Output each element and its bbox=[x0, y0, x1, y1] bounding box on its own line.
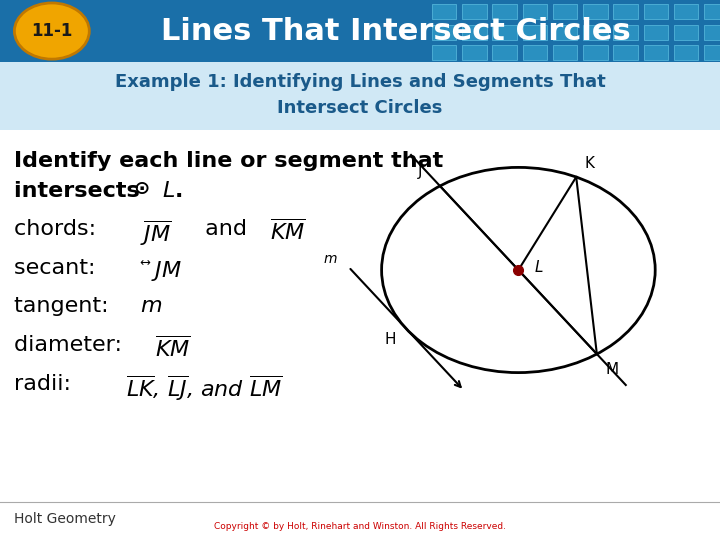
FancyBboxPatch shape bbox=[432, 45, 456, 60]
FancyBboxPatch shape bbox=[644, 25, 668, 40]
FancyBboxPatch shape bbox=[553, 25, 577, 40]
FancyBboxPatch shape bbox=[492, 25, 517, 40]
FancyBboxPatch shape bbox=[613, 25, 638, 40]
FancyBboxPatch shape bbox=[523, 45, 547, 60]
FancyBboxPatch shape bbox=[523, 25, 547, 40]
FancyBboxPatch shape bbox=[583, 25, 608, 40]
FancyBboxPatch shape bbox=[523, 4, 547, 19]
FancyBboxPatch shape bbox=[704, 4, 720, 19]
FancyBboxPatch shape bbox=[583, 4, 608, 19]
FancyBboxPatch shape bbox=[492, 4, 517, 19]
Text: radii:: radii: bbox=[14, 374, 93, 394]
FancyBboxPatch shape bbox=[674, 45, 698, 60]
Text: $m$: $m$ bbox=[323, 252, 338, 266]
FancyBboxPatch shape bbox=[492, 45, 517, 60]
FancyBboxPatch shape bbox=[432, 25, 456, 40]
Text: $\overline{JM}$: $\overline{JM}$ bbox=[140, 219, 172, 248]
FancyBboxPatch shape bbox=[644, 45, 668, 60]
FancyBboxPatch shape bbox=[613, 45, 638, 60]
FancyBboxPatch shape bbox=[704, 25, 720, 40]
FancyBboxPatch shape bbox=[553, 45, 577, 60]
FancyBboxPatch shape bbox=[462, 25, 487, 40]
Text: $m$: $m$ bbox=[140, 296, 163, 316]
FancyBboxPatch shape bbox=[462, 4, 487, 19]
Text: H: H bbox=[384, 332, 395, 347]
Text: $\overline{KM}$: $\overline{KM}$ bbox=[155, 335, 191, 361]
Text: 11-1: 11-1 bbox=[31, 22, 73, 40]
Text: Example 1: Identifying Lines and Segments That: Example 1: Identifying Lines and Segment… bbox=[114, 73, 606, 91]
Text: ⊙: ⊙ bbox=[133, 179, 150, 198]
Text: diameter:: diameter: bbox=[14, 335, 130, 355]
FancyBboxPatch shape bbox=[432, 4, 456, 19]
Text: Lines That Intersect Circles: Lines That Intersect Circles bbox=[161, 17, 631, 45]
FancyBboxPatch shape bbox=[553, 4, 577, 19]
FancyBboxPatch shape bbox=[583, 45, 608, 60]
FancyBboxPatch shape bbox=[462, 45, 487, 60]
Text: Identify each line or segment that: Identify each line or segment that bbox=[14, 151, 444, 171]
FancyBboxPatch shape bbox=[644, 4, 668, 19]
Text: $\overline{LK}$, $\overline{LJ}$, and $\overline{LM}$: $\overline{LK}$, $\overline{LJ}$, and $\… bbox=[126, 374, 283, 403]
FancyBboxPatch shape bbox=[0, 62, 720, 130]
FancyBboxPatch shape bbox=[0, 0, 720, 62]
Text: M: M bbox=[606, 362, 618, 377]
Text: and: and bbox=[198, 219, 254, 239]
Text: intersects: intersects bbox=[14, 181, 148, 201]
Text: tangent:: tangent: bbox=[14, 296, 116, 316]
Text: K: K bbox=[585, 156, 595, 171]
Text: Intersect Circles: Intersect Circles bbox=[277, 99, 443, 117]
Text: chords:: chords: bbox=[14, 219, 111, 239]
Text: Holt Geometry: Holt Geometry bbox=[14, 512, 116, 526]
Text: $\overleftrightarrow{JM}$: $\overleftrightarrow{JM}$ bbox=[140, 258, 182, 282]
Text: $L$: $L$ bbox=[534, 259, 544, 275]
FancyBboxPatch shape bbox=[674, 25, 698, 40]
Text: $\overline{KM}$: $\overline{KM}$ bbox=[270, 219, 306, 244]
FancyBboxPatch shape bbox=[613, 4, 638, 19]
Text: J: J bbox=[418, 165, 422, 179]
Circle shape bbox=[14, 3, 89, 59]
Text: $\mathit{L}$.: $\mathit{L}$. bbox=[162, 181, 183, 201]
Text: Copyright © by Holt, Rinehart and Winston. All Rights Reserved.: Copyright © by Holt, Rinehart and Winsto… bbox=[214, 522, 506, 531]
Text: secant:: secant: bbox=[14, 258, 117, 278]
FancyBboxPatch shape bbox=[704, 45, 720, 60]
FancyBboxPatch shape bbox=[674, 4, 698, 19]
